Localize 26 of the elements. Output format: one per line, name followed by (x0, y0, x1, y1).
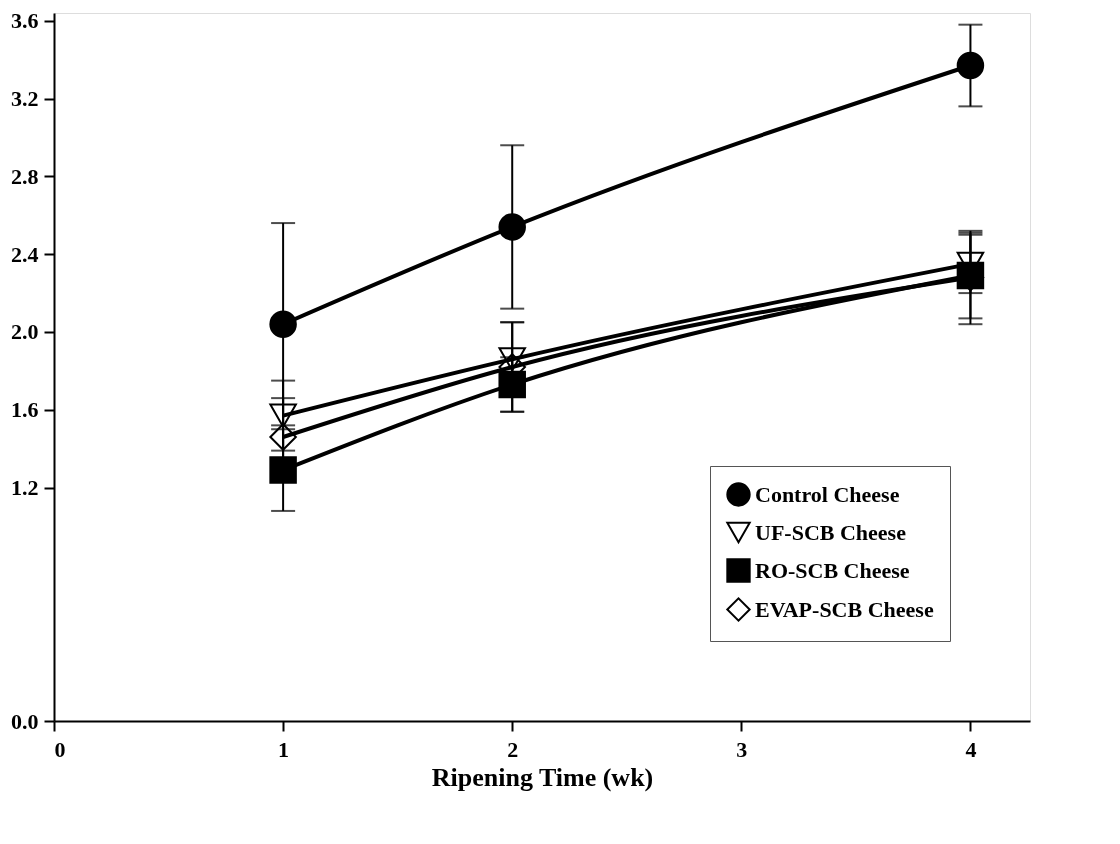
x-tick-label: 3 (736, 736, 748, 762)
x-tick-label: 2 (507, 736, 519, 762)
x-tick-label: 1 (278, 736, 290, 762)
point (498, 370, 526, 399)
point (269, 456, 297, 484)
point (498, 213, 526, 241)
y-tick-label: 1.6 (11, 397, 39, 423)
x-tick-label: 0 (54, 736, 66, 762)
y-tick-label: 3.6 (11, 8, 39, 34)
point (498, 347, 526, 372)
y-tick-label: 2.0 (11, 319, 39, 345)
y-tick-label: 1.2 (11, 475, 39, 501)
y-tick-label: 2.8 (11, 163, 39, 189)
point (956, 51, 985, 80)
y-tick-label: 2.4 (11, 241, 39, 267)
legend-label: UF-SCB Cheese (755, 519, 907, 545)
point (269, 310, 297, 338)
legend-label: RO-SCB Cheese (755, 557, 910, 583)
point (269, 403, 297, 428)
point (269, 423, 297, 451)
y-tick-label: 0.0 (11, 708, 39, 734)
x-axis-title: Ripening Time (wk) (431, 762, 654, 792)
legend-label: EVAP-SCB Cheese (755, 596, 934, 622)
legend-label: Control Cheese (755, 481, 900, 507)
y-tick-label: 3.2 (11, 86, 39, 112)
x-tick-label: 4 (965, 736, 977, 762)
